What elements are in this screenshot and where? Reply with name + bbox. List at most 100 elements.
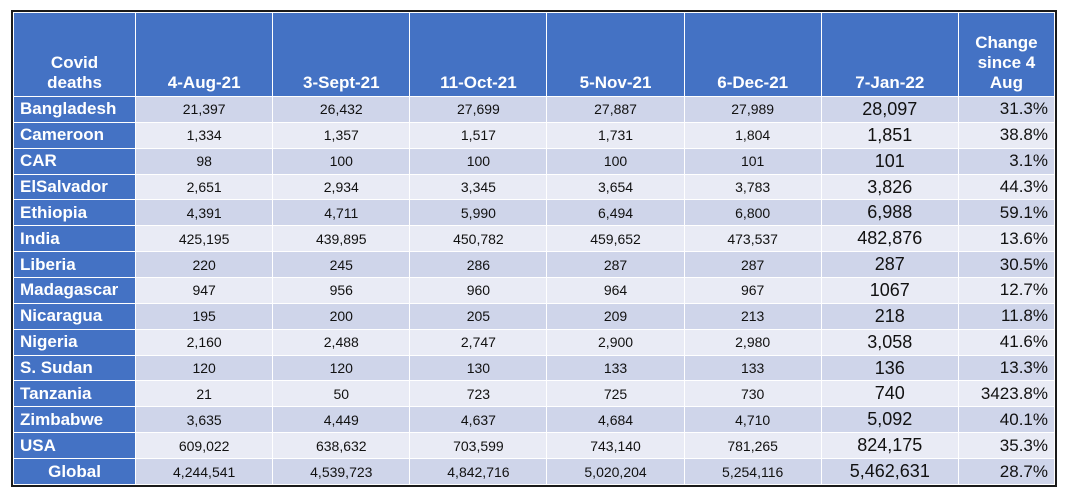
covid-deaths-table-frame: Covid deaths 4-Aug-21 3-Sept-21 11-Oct-21 5… [11, 10, 1057, 487]
death-count-cell: 2,980 [683, 328, 822, 356]
death-count-cell: 133 [546, 354, 685, 382]
change-percent-cell: 38.8% [957, 121, 1056, 149]
table-body: Bangladesh 21,397 26,432 27,699 27,887 27,989… [12, 96, 1056, 485]
death-count-cell: 2,934 [272, 173, 411, 201]
death-count-cell: 3,058 [820, 328, 959, 356]
death-count-cell: 205 [409, 302, 548, 330]
death-count-cell: 473,537 [683, 225, 822, 253]
death-count-cell: 4,684 [546, 406, 685, 434]
death-count-cell: 2,747 [409, 328, 548, 356]
death-count-cell: 4,449 [272, 406, 411, 434]
corner-label: Covid deaths [47, 53, 102, 92]
death-count-cell: 209 [546, 302, 685, 330]
death-count-cell: 1067 [820, 277, 959, 304]
table-row: India 425,195 439,895 450,782 459,652 473,537… [12, 225, 1056, 253]
death-count-cell: 2,651 [135, 173, 274, 201]
death-count-cell: 287 [546, 251, 685, 279]
death-count-cell: 133 [683, 354, 822, 382]
date-header: 5-Nov-21 [546, 12, 685, 97]
date-header: 4-Aug-21 [135, 12, 274, 97]
table-row: S. Sudan 120 120 130 133 133 136 13.3% [12, 354, 1056, 382]
change-percent-cell: 13.6% [957, 225, 1056, 253]
death-count-cell: 27,989 [683, 96, 822, 123]
death-count-cell: 6,494 [546, 199, 685, 227]
table-row: Global 4,244,541 4,539,723 4,842,716 5,020,2… [12, 458, 1056, 485]
death-count-cell: 4,842,716 [409, 458, 548, 485]
change-header: Change since 4 Aug [957, 12, 1056, 97]
death-count-cell: 725 [546, 380, 685, 408]
death-count-cell: 4,637 [409, 406, 548, 434]
death-count-cell: 50 [272, 380, 411, 408]
country-name: Madagascar [12, 277, 137, 304]
date-header: 7-Jan-22 [820, 12, 959, 97]
death-count-cell: 5,990 [409, 199, 548, 227]
death-count-cell: 2,900 [546, 328, 685, 356]
death-count-cell: 27,699 [409, 96, 548, 123]
death-count-cell: 130 [409, 354, 548, 382]
country-name: Cameroon [12, 121, 137, 149]
death-count-cell: 220 [135, 251, 274, 279]
death-count-cell: 27,887 [546, 96, 685, 123]
death-count-cell: 4,711 [272, 199, 411, 227]
country-name: Zimbabwe [12, 406, 137, 434]
death-count-cell: 100 [546, 147, 685, 175]
death-count-cell: 98 [135, 147, 274, 175]
death-count-cell: 425,195 [135, 225, 274, 253]
table-row: CAR 98 100 100 100 101 101 3.1% [12, 147, 1056, 175]
change-percent-cell: 3.1% [957, 147, 1056, 175]
death-count-cell: 286 [409, 251, 548, 279]
country-name: ElSalvador [12, 173, 137, 201]
death-count-cell: 6,800 [683, 199, 822, 227]
death-count-cell: 743,140 [546, 432, 685, 460]
death-count-cell: 638,632 [272, 432, 411, 460]
country-name: India [12, 225, 137, 253]
death-count-cell: 730 [683, 380, 822, 408]
death-count-cell: 200 [272, 302, 411, 330]
death-count-cell: 100 [272, 147, 411, 175]
table-row: Zimbabwe 3,635 4,449 4,637 4,684 4,710 5,092 40… [12, 406, 1056, 434]
death-count-cell: 26,432 [272, 96, 411, 123]
table-row: ElSalvador 2,651 2,934 3,345 3,654 3,783 3,826… [12, 173, 1056, 201]
table-row: Nicaragua 195 200 205 209 213 218 11.8% [12, 302, 1056, 330]
death-count-cell: 101 [683, 147, 822, 175]
death-count-cell: 4,710 [683, 406, 822, 434]
death-count-cell: 1,731 [546, 121, 685, 149]
death-count-cell: 450,782 [409, 225, 548, 253]
table-row: Nigeria 2,160 2,488 2,747 2,900 2,980 3,058 41.… [12, 328, 1056, 356]
table-row: USA 609,022 638,632 703,599 743,140 781,265 82… [12, 432, 1056, 460]
death-count-cell: 482,876 [820, 225, 959, 253]
change-percent-cell: 3423.8% [957, 380, 1056, 408]
death-count-cell: 245 [272, 251, 411, 279]
change-percent-cell: 44.3% [957, 173, 1056, 201]
death-count-cell: 120 [135, 354, 274, 382]
death-count-cell: 3,826 [820, 173, 959, 201]
country-name: Nigeria [12, 328, 137, 356]
death-count-cell: 3,654 [546, 173, 685, 201]
country-name: Nicaragua [12, 302, 137, 330]
death-count-cell: 964 [546, 277, 685, 304]
header-row: Covid deaths 4-Aug-21 3-Sept-21 11-Oct-21 5… [12, 12, 1056, 97]
death-count-cell: 609,022 [135, 432, 274, 460]
corner-header: Covid deaths [12, 12, 137, 97]
death-count-cell: 5,462,631 [820, 458, 959, 485]
death-count-cell: 703,599 [409, 432, 548, 460]
death-count-cell: 740 [820, 380, 959, 408]
death-count-cell: 439,895 [272, 225, 411, 253]
death-count-cell: 1,334 [135, 121, 274, 149]
death-count-cell: 1,517 [409, 121, 548, 149]
change-percent-cell: 13.3% [957, 354, 1056, 382]
death-count-cell: 21 [135, 380, 274, 408]
death-count-cell: 781,265 [683, 432, 822, 460]
table-row: Cameroon 1,334 1,357 1,517 1,731 1,804 1,851 38… [12, 121, 1056, 149]
table-row: Bangladesh 21,397 26,432 27,699 27,887 27,989… [12, 96, 1056, 123]
country-name: Ethiopia [12, 199, 137, 227]
death-count-cell: 2,488 [272, 328, 411, 356]
death-count-cell: 824,175 [820, 432, 959, 460]
country-name: S. Sudan [12, 354, 137, 382]
death-count-cell: 960 [409, 277, 548, 304]
death-count-cell: 3,783 [683, 173, 822, 201]
death-count-cell: 101 [820, 147, 959, 175]
death-count-cell: 21,397 [135, 96, 274, 123]
death-count-cell: 136 [820, 354, 959, 382]
covid-deaths-table: Covid deaths 4-Aug-21 3-Sept-21 11-Oct-21 5… [12, 12, 1056, 485]
